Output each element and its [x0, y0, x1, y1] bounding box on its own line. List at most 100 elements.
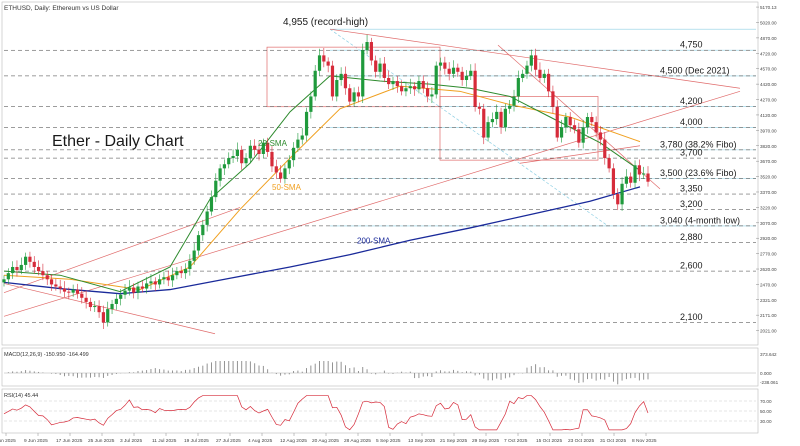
candle-body: [534, 55, 538, 70]
candle-body: [339, 73, 343, 81]
candle-body: [490, 119, 495, 123]
candle-body: [218, 168, 222, 181]
candle-body: [287, 160, 291, 169]
candle-body: [157, 279, 162, 285]
y-tick-label: 4870.00: [760, 36, 777, 41]
y-tick-label: 2321.00: [760, 298, 777, 303]
level-label: 3,500 (23.6% Fibo): [660, 168, 737, 178]
candle-body: [512, 96, 516, 106]
candle-body: [598, 132, 603, 140]
candle-body: [132, 287, 136, 293]
y-tick-label: 3070.00: [760, 221, 777, 226]
rsi-label: RSI(14) 45.44: [4, 393, 38, 399]
y-tick-label: 2021.00: [760, 329, 777, 334]
level-label: 4,000: [680, 117, 703, 127]
candle-body: [227, 158, 231, 165]
candle-body: [253, 145, 257, 150]
candle-body: [624, 176, 628, 184]
candle-body: [546, 73, 551, 92]
candle-body: [201, 224, 205, 236]
candle-body: [6, 273, 10, 280]
y-tick-label: 2171.00: [760, 313, 777, 318]
candle-body: [387, 77, 391, 85]
candle-body: [235, 149, 239, 157]
y-tick-label: 3970.00: [760, 128, 777, 133]
macd-panel: [1, 347, 759, 387]
candle-body: [179, 271, 183, 274]
level-label: 4,750: [680, 40, 703, 50]
candle-body: [45, 275, 49, 280]
candle-body: [460, 71, 464, 81]
candle-body: [313, 70, 317, 97]
x-tick-label: 20 Aug 2025: [312, 438, 339, 444]
candle-body: [611, 168, 616, 195]
candle-body: [93, 306, 97, 308]
candle-body: [192, 250, 196, 261]
x-tick-label: 4 Aug 2025: [248, 438, 273, 444]
candle-body: [413, 86, 417, 90]
candle-body: [183, 269, 188, 274]
rsi-tick-label: 30.00: [760, 419, 772, 424]
candle-body: [123, 290, 127, 295]
candle-body: [304, 111, 309, 136]
rsi-tick-label: 50.00: [760, 409, 772, 414]
candle-body: [369, 42, 373, 61]
candle-body: [499, 111, 503, 128]
trendline: [3, 90, 741, 317]
candle-body: [538, 69, 542, 78]
candle-body: [248, 145, 252, 159]
candle-body: [646, 173, 650, 182]
candle-body: [438, 62, 443, 66]
x-tick-label: 17 Jun 2025: [56, 438, 83, 444]
candle-body: [28, 256, 32, 262]
candle-body: [559, 127, 564, 138]
candle-body: [114, 298, 118, 304]
y-tick-label: 5020.00: [760, 20, 777, 25]
candle-body: [629, 176, 633, 183]
candle-body: [196, 235, 201, 251]
candle-body: [542, 73, 546, 78]
candle-body: [11, 266, 15, 274]
rsi-panel: [1, 388, 759, 434]
candle-body: [71, 289, 75, 293]
sma-200-line: [3, 186, 641, 295]
x-tick-label: 9 Jun 2025: [24, 438, 48, 444]
y-tick-label: 5170.13: [760, 5, 777, 10]
candle-body: [274, 166, 278, 173]
candle-body: [555, 106, 559, 138]
candle-body: [395, 81, 399, 87]
candle-body: [88, 301, 93, 308]
candle-body: [222, 164, 227, 169]
candle-body: [564, 117, 568, 128]
candle-body: [417, 81, 421, 90]
candle-body: [551, 91, 555, 107]
annotation-label: 4,955 (record-high): [283, 17, 368, 28]
candle-body: [145, 283, 149, 289]
candle-body: [36, 266, 41, 272]
candle-body: [244, 158, 248, 164]
candle-body: [32, 261, 36, 267]
trendline: [3, 283, 216, 335]
candle-body: [430, 94, 434, 97]
level-label: 2,880: [680, 232, 703, 242]
candle-body: [2, 279, 6, 283]
candle-body: [322, 55, 326, 62]
candle-body: [58, 286, 62, 289]
candle-body: [482, 108, 486, 138]
candle-body: [443, 62, 447, 69]
y-tick-label: 2620.00: [760, 267, 777, 272]
x-tick-label: 5 Sep 2025: [376, 438, 401, 444]
trendline: [3, 207, 241, 293]
level-label: 3,780 (38.2% Fibo): [660, 139, 737, 149]
candle-body: [84, 297, 88, 302]
candle-body: [317, 55, 322, 71]
macd-tick-label: 373.642: [760, 352, 777, 357]
level-label: 4,500 (Dec 2021): [660, 65, 730, 75]
rsi-line: [3, 395, 649, 431]
x-tick-label: 29 Sep 2025: [472, 438, 500, 444]
candle-body: [348, 88, 352, 102]
level-label: 3,040 (4-month low): [660, 215, 740, 225]
candle-body: [24, 256, 28, 265]
candle-body: [110, 303, 114, 310]
level-label: 4,200: [680, 96, 703, 106]
